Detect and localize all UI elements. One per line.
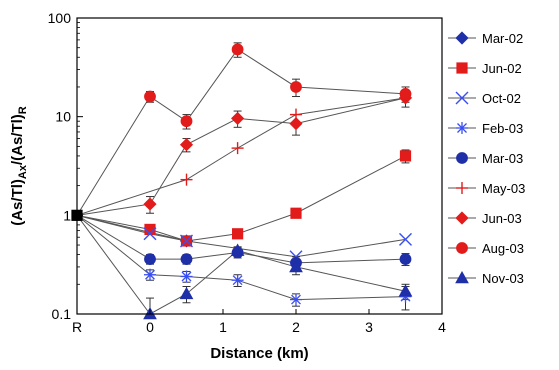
legend-marker <box>456 182 468 194</box>
legend-label: Nov-03 <box>482 271 524 286</box>
data-point-mar-03 <box>399 253 412 266</box>
marker-stroke <box>180 234 193 248</box>
plot-frame <box>76 17 443 315</box>
legend-item-mar-02: Mar-02 <box>448 31 523 46</box>
marker-stroke <box>291 294 301 305</box>
data-point-jun-02 <box>399 150 412 162</box>
data-point-feb-03 <box>144 268 156 281</box>
y-axis-title-text: /(As/Tl) <box>9 114 26 165</box>
y-axis-title-subscript: R <box>17 106 29 114</box>
legend-label: Jun-02 <box>482 61 522 76</box>
x-tick-label: 1 <box>219 319 227 335</box>
legend-label: May-03 <box>482 181 525 196</box>
marker-stroke <box>145 269 155 280</box>
data-point-nov-03 <box>179 286 194 300</box>
x-tick-label: 0 <box>146 319 154 335</box>
error-bars <box>146 42 410 315</box>
data-point-jun-03 <box>289 117 303 131</box>
data-point-oct-02 <box>180 234 193 248</box>
legend-item-aug-03: Aug-03 <box>448 241 524 256</box>
data-point-nov-03 <box>398 284 413 297</box>
data-point-mar-03 <box>144 253 156 266</box>
legend-marker <box>456 242 468 254</box>
legend-marker <box>456 122 468 134</box>
marker-stroke <box>455 91 469 105</box>
axes: R 0 1 2 3 4 0.1 1 10 100 Distance (km) (As/Tl)Ax/(A… <box>9 10 446 362</box>
legend-marker <box>455 211 469 225</box>
series-line-feb-03 <box>76 214 406 301</box>
data-point-aug-03 <box>290 81 302 93</box>
data-point-aug-03 <box>399 88 412 100</box>
data-point-nov-03 <box>289 259 303 273</box>
legend-label: Mar-02 <box>482 31 523 46</box>
data-point-feb-03 <box>290 293 302 306</box>
series-line-mar-03 <box>76 214 406 264</box>
data-point-feb-03 <box>180 270 193 283</box>
data-point-feb-03 <box>231 274 244 287</box>
legend: Mar-02 Jun-02 Oct-02 Feb-03 Mar-03 May-03 Jun-… <box>448 31 525 286</box>
data-point-jun-02 <box>232 228 244 240</box>
marker-stroke <box>457 123 467 133</box>
marker-stroke <box>399 232 412 246</box>
legend-label: Jun-03 <box>482 211 522 226</box>
legend-item-oct-02: Oct-02 <box>448 91 521 106</box>
legend-label: Aug-03 <box>482 241 524 256</box>
data-point-jun-03 <box>179 138 194 152</box>
x-tick-label: 2 <box>292 319 300 335</box>
data-point-nov-03 <box>230 243 245 256</box>
series-line-jun-03 <box>76 97 406 216</box>
data-point-may-03 <box>180 173 193 186</box>
legend-label: Feb-03 <box>482 121 523 136</box>
data-point-jun-02 <box>290 207 302 219</box>
data-point-aug-03 <box>231 43 244 56</box>
legend-item-jun-03: Jun-03 <box>448 211 522 226</box>
x-tick-label: 4 <box>438 319 446 335</box>
series-line-jun-02 <box>76 155 406 242</box>
marker-stroke <box>232 275 243 286</box>
data-point-oct-02 <box>399 232 412 246</box>
legend-marker <box>456 152 468 164</box>
y-axis-title-text: (As/Tl) <box>9 179 26 226</box>
legend-item-jun-02: Jun-02 <box>448 61 522 76</box>
y-tick-label: 1 <box>63 207 71 223</box>
y-axis-title: (As/Tl)Ax/(As/Tl)R <box>9 106 29 226</box>
legend-item-may-03: May-03 <box>448 181 525 196</box>
x-tick-label: R <box>72 319 82 335</box>
data-point-aug-03 <box>180 115 193 128</box>
marker-stroke <box>181 271 192 282</box>
x-axis-title: Distance (km) <box>210 345 308 362</box>
data-point-jun-03 <box>231 111 245 125</box>
data-point-jun-03 <box>143 197 157 211</box>
data-point-mar-03 <box>180 253 193 266</box>
legend-marker <box>455 270 469 284</box>
legend-marker <box>455 91 469 105</box>
y-axis-title-subscript: Ax <box>17 164 29 179</box>
x-tick-label: 3 <box>365 319 373 335</box>
legend-marker <box>456 62 468 74</box>
series-line-aug-03 <box>76 48 406 216</box>
legend-item-nov-03: Nov-03 <box>448 270 524 286</box>
marker-stroke <box>143 227 157 241</box>
y-tick-label: 0.1 <box>52 306 72 322</box>
legend-label: Oct-02 <box>482 91 521 106</box>
y-tick-label: 10 <box>55 109 71 125</box>
legend-label: Mar-03 <box>482 151 523 166</box>
legend-marker <box>455 31 469 45</box>
data-point-oct-02 <box>143 227 157 241</box>
data-point-may-03 <box>231 142 244 155</box>
legend-item-mar-03: Mar-03 <box>448 151 523 166</box>
legend-item-feb-03: Feb-03 <box>448 121 523 136</box>
y-tick-label: 100 <box>48 10 72 26</box>
data-point-aug-03 <box>144 90 156 103</box>
series-markers <box>71 43 413 320</box>
series-line-nov-03 <box>76 215 406 315</box>
